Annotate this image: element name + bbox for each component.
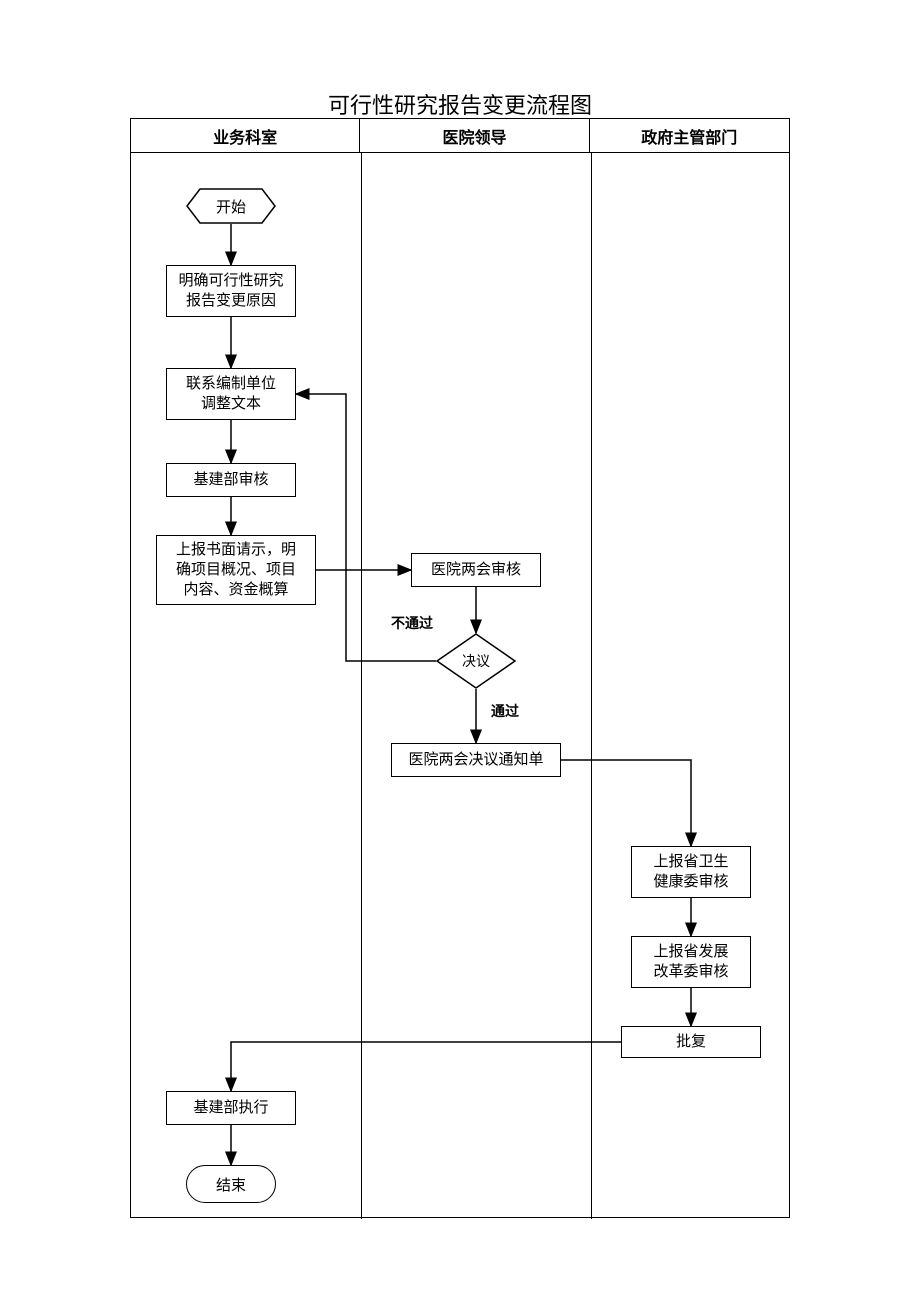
lane-header-2: 医院领导	[360, 119, 589, 152]
node-decision: 决议	[436, 633, 516, 689]
node-end: 结束	[186, 1165, 276, 1203]
node-n5: 医院两会审核	[411, 553, 541, 587]
node-n9: 批复	[621, 1026, 761, 1058]
edge	[231, 1042, 621, 1091]
lane-headers: 业务科室 医院领导 政府主管部门	[131, 119, 789, 153]
edge	[561, 760, 691, 846]
lane-header-1: 业务科室	[131, 119, 360, 152]
node-n6: 医院两会决议通知单	[391, 743, 561, 777]
node-n3: 基建部审核	[166, 463, 296, 497]
edge-label: 不通过	[389, 613, 435, 633]
node-n10: 基建部执行	[166, 1091, 296, 1125]
node-n7: 上报省卫生健康委审核	[631, 846, 751, 898]
page: 可行性研究报告变更流程图 业务科室 医院领导 政府主管部门 不通过通过 开始明确可…	[0, 0, 920, 1301]
swimlane-container: 业务科室 医院领导 政府主管部门 不通过通过 开始明确可行性研究报告变更原因联系编…	[130, 118, 790, 1218]
lane-header-3: 政府主管部门	[590, 119, 789, 152]
node-start: 开始	[186, 188, 276, 224]
node-n4: 上报书面请示，明确项目概况、项目内容、资金概算	[156, 535, 316, 605]
lane-body: 不通过通过 开始明确可行性研究报告变更原因联系编制单位调整文本基建部审核上报书面请…	[131, 153, 789, 1219]
node-n2: 联系编制单位调整文本	[166, 368, 296, 420]
edge-label: 通过	[489, 701, 521, 721]
page-title: 可行性研究报告变更流程图	[0, 88, 920, 120]
node-n1: 明确可行性研究报告变更原因	[166, 265, 296, 317]
node-n8: 上报省发展改革委审核	[631, 936, 751, 988]
